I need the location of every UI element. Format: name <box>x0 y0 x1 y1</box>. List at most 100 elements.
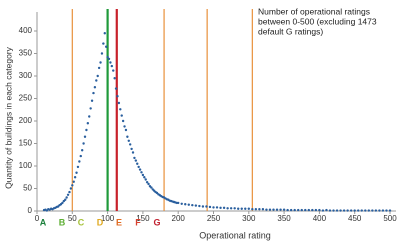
data-point <box>367 209 371 212</box>
data-point <box>117 101 121 105</box>
data-point <box>279 208 282 211</box>
band-label: F <box>135 217 141 227</box>
band-label: C <box>78 217 85 227</box>
data-point <box>68 190 71 194</box>
data-point <box>136 162 139 165</box>
data-point <box>194 204 198 207</box>
data-point <box>107 57 111 61</box>
data-point <box>261 208 265 211</box>
data-point <box>89 107 92 110</box>
data-point <box>289 208 293 212</box>
data-point <box>143 176 146 179</box>
data-point <box>332 209 335 212</box>
data-point <box>95 79 98 82</box>
annotation: Number of operational ratings <box>258 6 370 16</box>
data-point <box>342 209 346 212</box>
data-point <box>64 198 67 201</box>
data-point <box>201 205 205 208</box>
data-point <box>97 66 101 70</box>
y-tick-label: 200 <box>19 116 33 125</box>
x-tick-label: 300 <box>242 214 256 223</box>
data-point <box>388 209 392 212</box>
data-point <box>99 61 102 64</box>
x-tick-label: 450 <box>348 214 362 223</box>
data-point <box>88 115 91 118</box>
data-point <box>258 208 261 211</box>
data-point <box>131 151 135 154</box>
data-point <box>127 139 130 142</box>
data-point <box>150 186 153 189</box>
data-point <box>180 202 183 205</box>
data-point <box>177 201 180 205</box>
data-point <box>121 119 125 123</box>
data-point <box>374 209 378 212</box>
band-label: B <box>59 217 66 227</box>
y-tick-label: 0 <box>28 206 33 215</box>
data-point <box>244 207 247 210</box>
annotation: between 0-500 (excluding 1473 <box>258 16 377 26</box>
data-point <box>110 64 114 68</box>
band-label: E <box>116 217 122 227</box>
data-point <box>78 160 81 163</box>
y-tick-label: 50 <box>23 184 32 193</box>
data-point <box>72 180 75 183</box>
data-point <box>229 207 233 210</box>
x-tick-label: 200 <box>172 214 186 223</box>
data-point <box>346 209 349 212</box>
data-point <box>268 208 272 211</box>
data-point <box>187 203 190 206</box>
data-point <box>128 143 132 146</box>
y-tick-label: 150 <box>19 139 33 148</box>
data-point <box>311 208 314 212</box>
data-point <box>293 208 296 212</box>
data-point <box>300 208 303 212</box>
data-point <box>112 69 115 72</box>
data-point <box>272 208 275 211</box>
x-tick-label: 400 <box>313 214 327 223</box>
data-point <box>325 208 328 212</box>
data-point <box>237 207 240 210</box>
band-label: A <box>40 217 47 227</box>
data-point <box>61 201 64 205</box>
data-point <box>80 149 84 152</box>
data-point <box>286 208 289 212</box>
data-point <box>103 32 106 35</box>
data-point <box>240 207 243 210</box>
y-tick-label: 100 <box>19 161 33 170</box>
data-point <box>141 173 145 177</box>
data-point <box>82 142 85 145</box>
data-point <box>86 122 90 125</box>
data-point <box>191 203 194 207</box>
data-point <box>138 168 142 171</box>
data-point <box>275 208 279 211</box>
data-point <box>79 154 82 158</box>
data-point <box>83 135 87 138</box>
data-point <box>251 208 254 211</box>
data-point <box>254 208 258 211</box>
x-tick-label: 100 <box>101 214 115 223</box>
data-point <box>106 55 109 59</box>
data-point <box>219 206 222 210</box>
data-point <box>65 196 68 199</box>
data-point <box>104 45 108 48</box>
data-point <box>96 74 99 78</box>
x-tick-label: 0 <box>35 214 40 223</box>
data-point <box>385 209 388 212</box>
data-point <box>100 52 104 55</box>
data-point <box>134 159 138 162</box>
data-point <box>184 203 187 206</box>
data-point <box>75 171 78 174</box>
data-point <box>144 178 147 181</box>
data-point <box>381 209 385 212</box>
y-tick-label: 250 <box>19 94 33 103</box>
data-point <box>66 193 70 196</box>
data-point <box>133 156 136 160</box>
data-point <box>85 128 88 132</box>
data-point <box>71 184 74 187</box>
data-point <box>90 99 94 102</box>
data-point <box>357 209 360 212</box>
data-point <box>349 209 353 212</box>
data-point <box>307 208 311 212</box>
y-tick-label: 300 <box>19 71 33 80</box>
